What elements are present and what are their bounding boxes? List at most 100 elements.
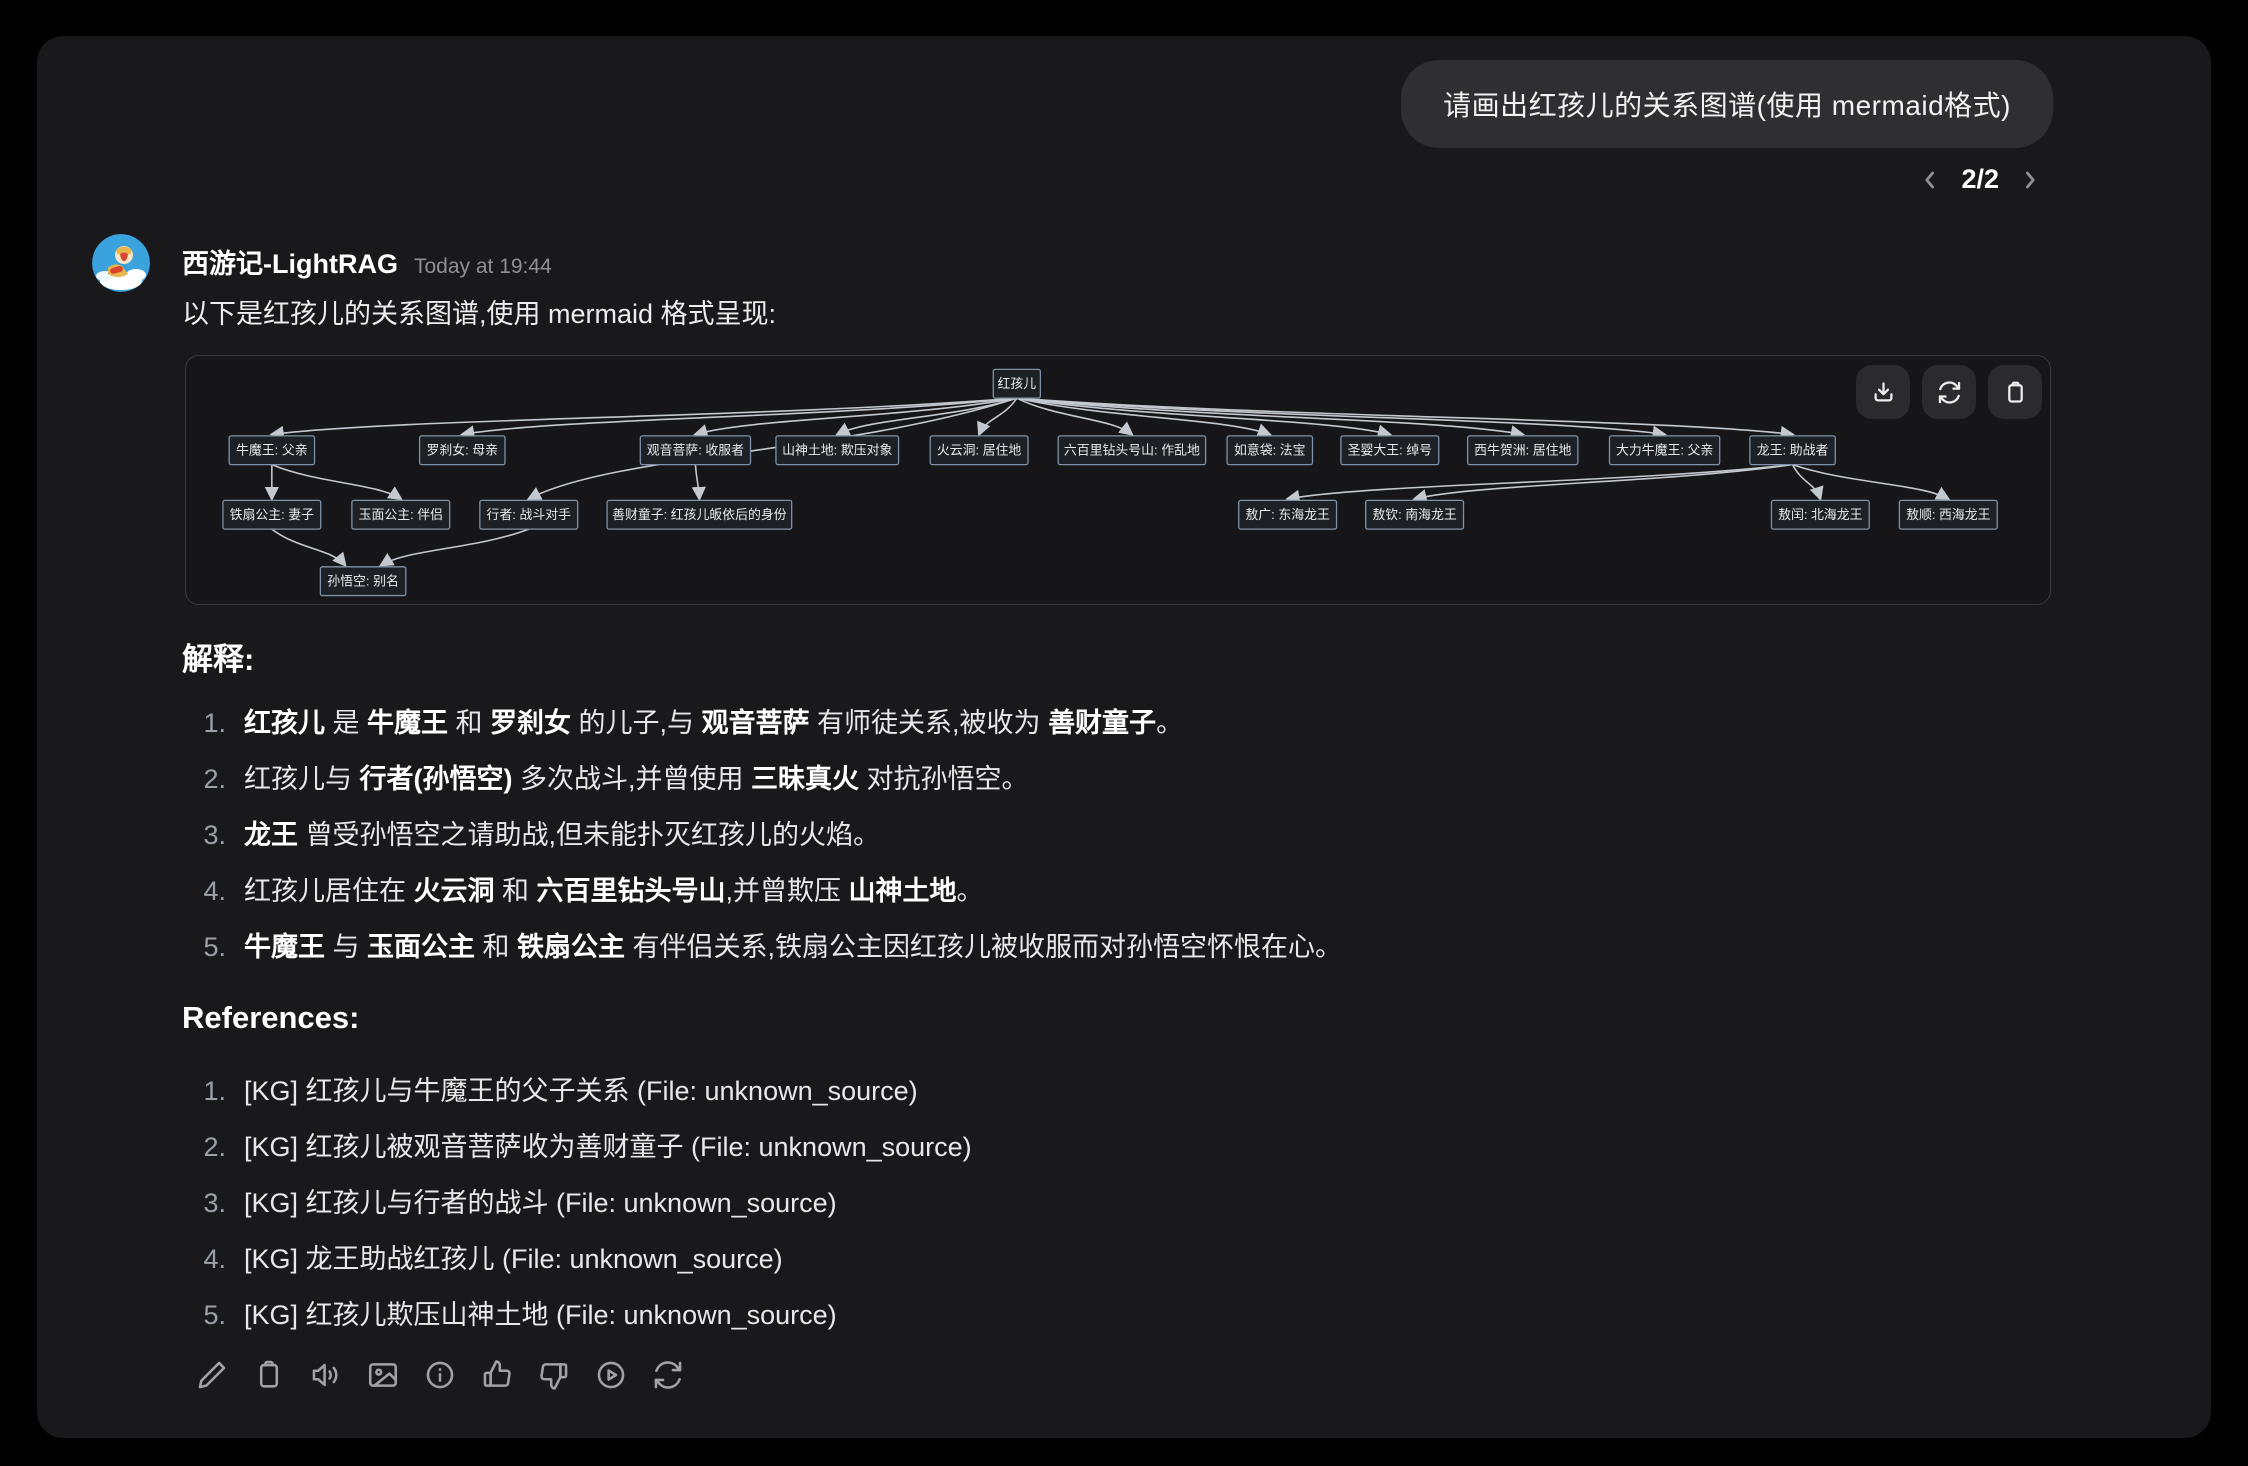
- image-icon: [368, 1363, 398, 1387]
- graph-edge: [459, 397, 1017, 440]
- graph-node: 敖闰: 北海龙王: [1770, 499, 1870, 530]
- regenerate-icon: [654, 1361, 682, 1389]
- svg-text:观音菩萨: 收服者: 观音菩萨: 收服者: [647, 443, 744, 458]
- graph-edge: [269, 397, 1017, 441]
- refresh-icon: [1938, 380, 1960, 404]
- graph-node: 铁扇公主: 妻子: [222, 499, 322, 530]
- graph-node: 玉面公主: 伴侣: [351, 499, 451, 530]
- graph-node: 善财童子: 红孩儿皈依后的身份: [606, 499, 793, 530]
- info-button[interactable]: [423, 1358, 457, 1392]
- graph-edge: [1016, 397, 1526, 440]
- graph-node: 牛魔王: 父亲: [228, 435, 316, 466]
- monkey-king-avatar-icon: [92, 234, 150, 292]
- svg-text:敖钦: 南海龙王: 敖钦: 南海龙王: [1372, 507, 1457, 522]
- graph-node: 大力牛魔王: 父亲: [1608, 435, 1721, 466]
- graph-node: 敖广: 东海龙王: [1238, 499, 1338, 530]
- read-aloud-icon: [312, 1363, 338, 1387]
- edit-button[interactable]: [195, 1358, 229, 1392]
- copy-button[interactable]: [1988, 365, 2042, 419]
- svg-text:敖顺: 西海龙王: 敖顺: 西海龙王: [1906, 507, 1991, 522]
- diagram-toolbar: [1856, 365, 2042, 419]
- graph-node: 火云洞: 居住地: [929, 435, 1029, 466]
- graph-node: 孙悟空: 别名: [319, 566, 407, 597]
- svg-text:火云洞: 居住地: 火云洞: 居住地: [937, 443, 1022, 458]
- image-button[interactable]: [366, 1358, 400, 1392]
- copy-icon: [2007, 381, 2023, 403]
- graph-edge: [1792, 463, 1951, 500]
- assistant-intro-text: 以下是红孩儿的关系图谱,使用 mermaid 格式呈现:: [182, 299, 777, 329]
- explanation-list: 1. 红孩儿 是 牛魔王 和 罗刹女 的儿子,与 观音菩萨 有师徒关系,被收为 善…: [182, 706, 1342, 986]
- svg-text:善财童子: 红孩儿皈依后的身份: 善财童子: 红孩儿皈依后的身份: [612, 507, 787, 522]
- thumbs-down-icon: [540, 1363, 568, 1390]
- graph-edge: [1016, 397, 1134, 436]
- svg-text:牛魔王: 父亲: 牛魔王: 父亲: [236, 443, 308, 458]
- thumbs-up-button[interactable]: [480, 1358, 514, 1392]
- svg-text:六百里钻头号山: 作乱地: 六百里钻头号山: 作乱地: [1064, 443, 1200, 458]
- download-button[interactable]: [1856, 365, 1910, 419]
- graph-edge: [1412, 463, 1793, 504]
- mermaid-diagram-card[interactable]: 红孩儿牛魔王: 父亲 罗刹女: 母亲 观音菩萨: 收服者 山神土地: 欺压对象 火云洞:…: [185, 355, 2051, 605]
- avatar[interactable]: [92, 234, 150, 292]
- svg-text:铁扇公主: 妻子: 铁扇公主: 妻子: [230, 507, 315, 522]
- pager-count: 2/2: [1961, 164, 1999, 194]
- svg-text:孙悟空: 别名: 孙悟空: 别名: [327, 574, 399, 589]
- chevron-right-icon[interactable]: [2017, 167, 2043, 193]
- download-icon: [1874, 381, 1892, 401]
- references-list: 1. [KG] 红孩儿与牛魔王的父子关系 (File: unknown_sourc…: [182, 1074, 972, 1354]
- list-item: 3. [KG] 红孩儿与行者的战斗 (File: unknown_source): [203, 1188, 837, 1218]
- edit-icon: [198, 1361, 226, 1389]
- list-item: 2. 红孩儿与 行者(孙悟空) 多次战斗,并曾使用 三昧真火 对抗孙悟空。: [203, 764, 1029, 794]
- graph-node: 西牛贺洲: 居住地: [1466, 435, 1579, 466]
- graph-node: 龙王: 助战者: [1749, 435, 1836, 466]
- read-aloud-button[interactable]: [309, 1358, 343, 1392]
- assistant-header: 西游记-LightRAG Today at 19:44: [182, 242, 552, 281]
- explanation-heading: 解释:: [182, 642, 255, 677]
- list-item: 2. [KG] 红孩儿被观音菩萨收为善财童子 (File: unknown_sou…: [203, 1132, 972, 1162]
- graph-edge: [1016, 397, 1273, 438]
- graph-edge: [378, 528, 530, 567]
- chevron-left-icon[interactable]: [1917, 167, 1943, 193]
- copy-icon: [259, 1360, 279, 1388]
- svg-text:如意袋: 法宝: 如意袋: 法宝: [1234, 443, 1306, 458]
- copy-message-button[interactable]: [252, 1358, 286, 1392]
- chat-panel: 请画出红孩儿的关系图谱(使用 mermaid格式) 2/2 西游记-LightR…: [37, 36, 2211, 1438]
- list-item: 1. [KG] 红孩儿与牛魔王的父子关系 (File: unknown_sourc…: [203, 1076, 918, 1106]
- graph-node: 山神土地: 欺压对象: [775, 435, 900, 466]
- play-icon: [597, 1361, 625, 1389]
- graph-node: 行者: 战斗对手: [479, 499, 579, 530]
- refresh-button[interactable]: [1922, 365, 1976, 419]
- svg-text:大力牛魔王: 父亲: 大力牛魔王: 父亲: [1616, 443, 1713, 458]
- svg-text:行者: 战斗对手: 行者: 战斗对手: [487, 507, 572, 522]
- graph-edge: [271, 528, 347, 568]
- svg-text:西牛贺洲: 居住地: 西牛贺洲: 居住地: [1474, 443, 1571, 458]
- graph-edge: [1016, 397, 1795, 441]
- svg-text:玉面公主: 伴侣: 玉面公主: 伴侣: [359, 507, 443, 522]
- graph-edge: [1016, 397, 1393, 439]
- message-timestamp: Today at 19:44: [413, 255, 552, 278]
- message-pager: 2/2: [1917, 164, 2043, 195]
- list-item: 4. [KG] 龙王助战红孩儿 (File: unknown_source): [203, 1244, 783, 1274]
- list-item: 1. 红孩儿 是 牛魔王 和 罗刹女 的儿子,与 观音菩萨 有师徒关系,被收为 善…: [203, 708, 1184, 738]
- list-item: 5. [KG] 红孩儿欺压山神土地 (File: unknown_source): [203, 1300, 837, 1330]
- thumbs-down-button[interactable]: [537, 1358, 571, 1392]
- svg-text:圣婴大王: 绰号: 圣婴大王: 绰号: [1348, 443, 1432, 458]
- list-item: 5. 牛魔王 与 玉面公主 和 铁扇公主 有伴侣关系,铁扇公主因红孩儿被收服而对孙…: [203, 932, 1343, 962]
- play-button[interactable]: [594, 1358, 628, 1392]
- graph-node: 圣婴大王: 绰号: [1340, 435, 1440, 466]
- graph-node: 罗刹女: 母亲: [418, 435, 506, 466]
- graph-edge: [271, 463, 403, 501]
- graph-edge: [1285, 463, 1793, 504]
- graph-edge: [835, 397, 1018, 436]
- list-item: 4. 红孩儿居住在 火云洞 和 六百里钻头号山,并曾欺压 山神土地。: [203, 876, 984, 906]
- references-heading: References:: [182, 1000, 360, 1035]
- graph-edge: [693, 397, 1017, 439]
- list-item: 3. 龙王 曾受孙悟空之请助战,但未能扑灭红孩儿的火焰。: [203, 820, 881, 850]
- regenerate-button[interactable]: [651, 1358, 685, 1392]
- graph-edge: [1016, 397, 1667, 440]
- svg-text:红孩儿: 红孩儿: [997, 376, 1036, 391]
- svg-text:龙王: 助战者: 龙王: 助战者: [1757, 443, 1829, 458]
- graph-node: 观音菩萨: 收服者: [639, 435, 752, 466]
- graph-node: 敖顺: 西海龙王: [1898, 499, 1998, 530]
- graph-node: 红孩儿: [992, 368, 1042, 399]
- svg-text:敖闰: 北海龙王: 敖闰: 北海龙王: [1778, 507, 1863, 522]
